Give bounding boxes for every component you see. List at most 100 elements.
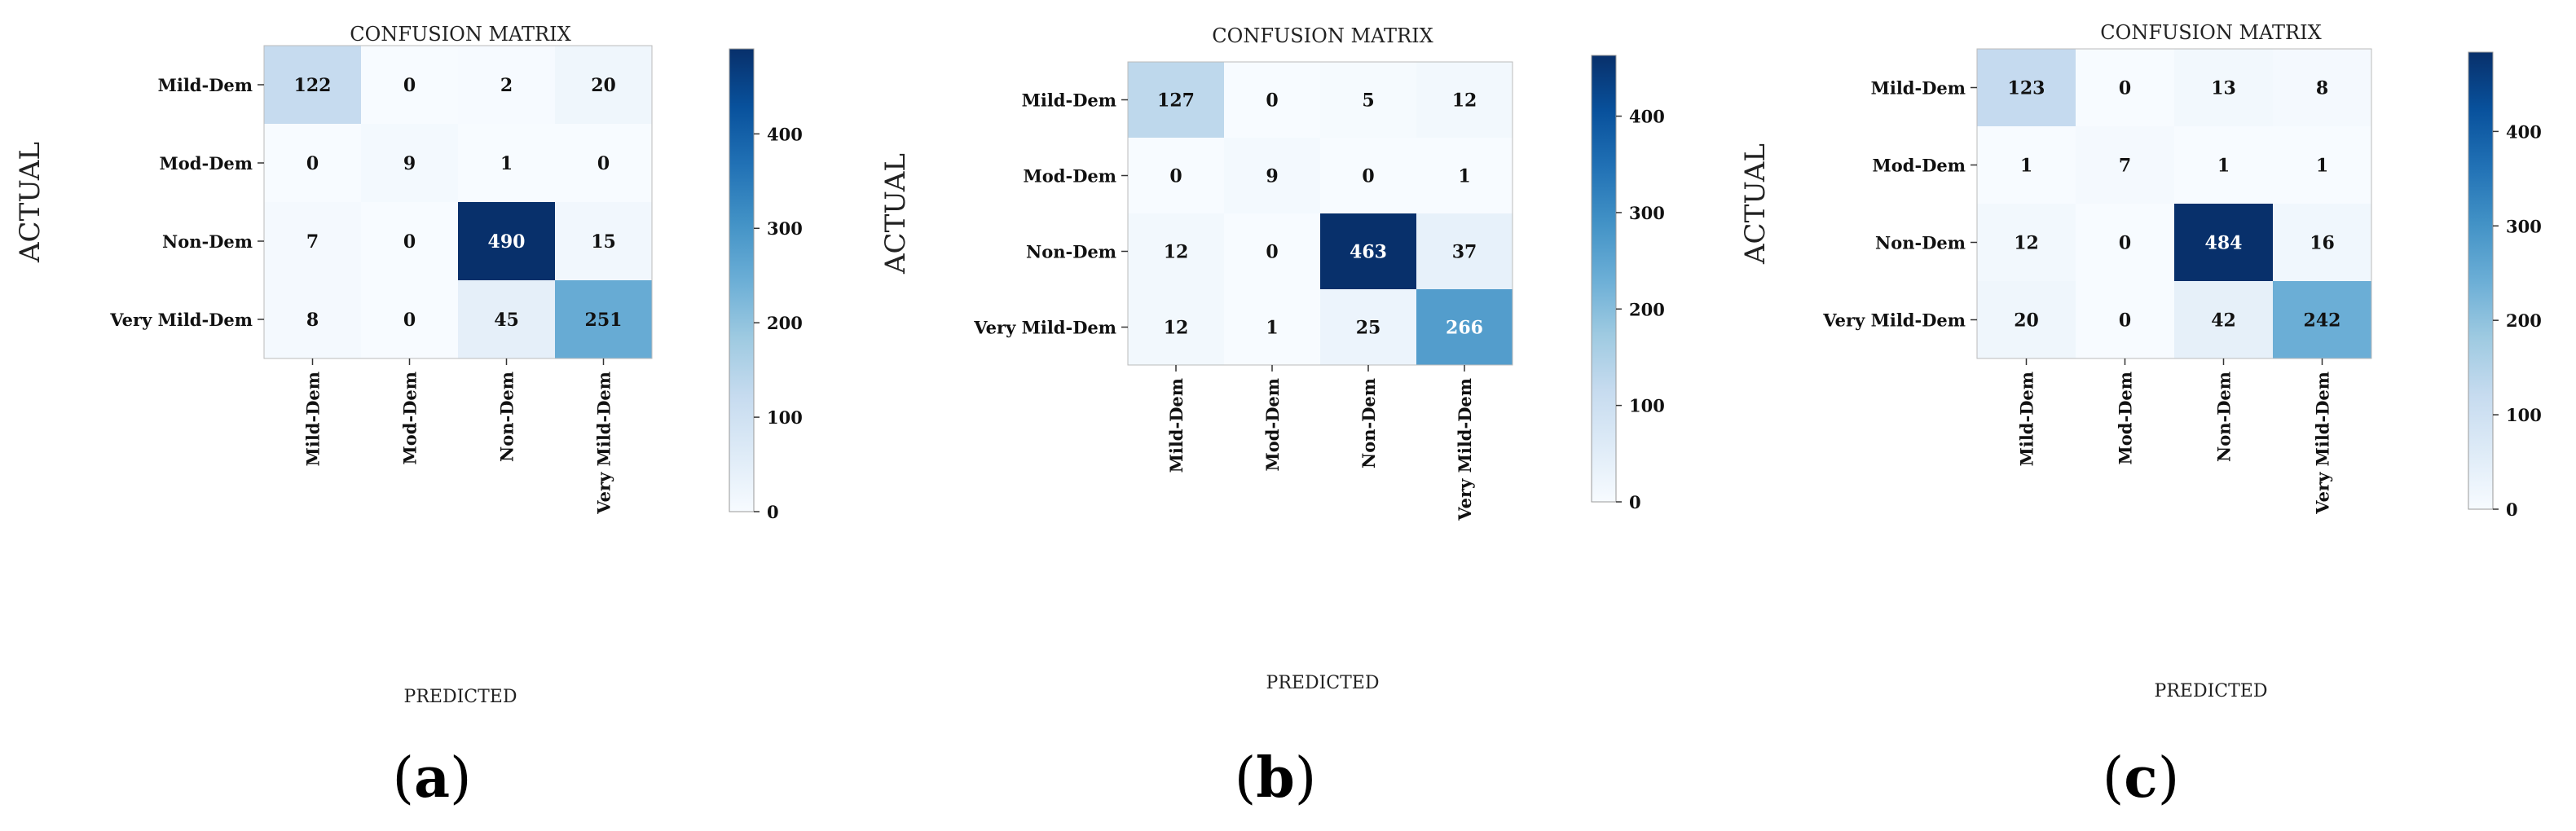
- x-axis-label: PREDICTED: [1266, 673, 1380, 693]
- x-tick-label: Non-Dem: [497, 372, 517, 462]
- matrix-cell: [1977, 204, 2076, 281]
- cell-value-label: 0: [403, 231, 416, 253]
- cell-value-label: 8: [2316, 78, 2328, 99]
- matrix-cell: [458, 202, 555, 280]
- cell-value-label: 0: [306, 153, 319, 174]
- cell-value-label: 12: [1164, 318, 1189, 339]
- matrix-cell: [1128, 213, 1224, 289]
- y-tick-label: Very Mild-Dem: [973, 318, 1116, 338]
- chart-title-2: CONFUSION MATRIX: [1212, 24, 1433, 47]
- cell-value-label: 7: [2119, 156, 2131, 177]
- matrix-cell: [1977, 281, 2076, 358]
- cell-value-label: 0: [2119, 78, 2131, 99]
- colorbar-tick-label: 200: [1629, 299, 1665, 319]
- x-axis-label: PREDICTED: [2155, 681, 2268, 701]
- chart-title-3: CONFUSION MATRIX: [2100, 21, 2321, 44]
- matrix-cell: [2174, 49, 2273, 126]
- matrix-frame: [1976, 48, 2372, 359]
- y-tick-label: Non-Dem: [1026, 242, 1116, 262]
- matrix-cell: [264, 124, 361, 202]
- cell-value-label: 20: [2014, 310, 2039, 332]
- matrix-cell: [1128, 62, 1224, 138]
- matrix-cell: [1320, 289, 1416, 365]
- x-tick-label: Non-Dem: [2214, 372, 2235, 462]
- cell-value-label: 127: [1157, 90, 1195, 112]
- colorbar-tick-label: 0: [767, 502, 779, 522]
- matrix-cell: [361, 46, 458, 124]
- cell-value-label: 463: [1350, 242, 1387, 263]
- cell-value-label: 490: [488, 231, 526, 253]
- cell-value-label: 16: [2310, 233, 2335, 254]
- matrix-cell: [2273, 126, 2371, 204]
- x-tick-label: Very Mild-Dem: [594, 372, 614, 515]
- matrix-cell: [1416, 213, 1513, 289]
- cell-value-label: 12: [2014, 233, 2039, 254]
- matrix-cell: [361, 202, 458, 280]
- matrix-cell: [264, 280, 361, 358]
- matrix-cell: [2174, 204, 2273, 281]
- colorbar-tick-label: 300: [1629, 203, 1665, 223]
- matrix-cell: [2273, 281, 2371, 358]
- cell-value-label: 0: [1362, 166, 1374, 187]
- colorbar-tick-label: 100: [2506, 405, 2542, 425]
- x-tick-label: Non-Dem: [1358, 378, 1379, 468]
- matrix-cell: [458, 124, 555, 202]
- x-tick-label: Mild-Dem: [1166, 378, 1187, 473]
- cell-value-label: 1: [2020, 156, 2032, 177]
- colorbar: [2468, 51, 2494, 510]
- matrix-cell: [2076, 281, 2174, 358]
- cell-value-label: 42: [2211, 310, 2236, 332]
- matrix-cell: [264, 46, 361, 124]
- matrix-cell: [1224, 213, 1320, 289]
- colorbar-tick-label: 100: [1629, 396, 1665, 416]
- cell-value-label: 25: [1356, 318, 1381, 339]
- x-tick-label: Mod-Dem: [400, 372, 421, 464]
- cell-value-label: 5: [1362, 90, 1374, 112]
- matrix-cell: [555, 202, 652, 280]
- colorbar-tick-label: 200: [2506, 310, 2542, 331]
- matrix-cell: [1416, 62, 1513, 138]
- y-tick-label: Mild-Dem: [1022, 90, 1116, 111]
- matrix-cell: [2174, 126, 2273, 204]
- colorbar-tick-label: 0: [1629, 492, 1641, 512]
- cell-value-label: 9: [403, 153, 416, 174]
- colorbar-tick-label: 400: [1629, 107, 1665, 127]
- colorbar: [729, 48, 755, 512]
- cell-value-label: 0: [2119, 310, 2131, 332]
- colorbar-tick-label: 400: [767, 124, 803, 144]
- x-tick-label: Mod-Dem: [1262, 378, 1283, 471]
- matrix-cell: [458, 280, 555, 358]
- cell-value-label: 266: [1446, 318, 1483, 339]
- matrix-cell: [2273, 49, 2371, 126]
- cell-value-label: 1: [500, 153, 513, 174]
- x-tick-label: Mod-Dem: [2116, 372, 2136, 464]
- matrix-cell: [458, 46, 555, 124]
- x-axis-label: PREDICTED: [404, 687, 517, 707]
- x-tick-label: Mild-Dem: [2017, 372, 2037, 466]
- y-tick-label: Very Mild-Dem: [109, 310, 253, 330]
- cell-value-label: 0: [1266, 90, 1278, 112]
- cell-value-label: 1: [2217, 156, 2230, 177]
- cell-value-label: 122: [294, 75, 332, 96]
- matrix-cell: [1224, 138, 1320, 213]
- cell-value-label: 12: [1164, 242, 1189, 263]
- matrix-cell: [1416, 138, 1513, 213]
- y-tick-label: Non-Dem: [1875, 233, 1966, 253]
- cell-value-label: 123: [2008, 78, 2045, 99]
- matrix-cell: [2174, 281, 2273, 358]
- y-tick-label: Very Mild-Dem: [1822, 310, 1966, 331]
- matrix-cell: [555, 280, 652, 358]
- cell-value-label: 0: [1266, 242, 1278, 263]
- matrix-cell: [2076, 126, 2174, 204]
- cell-value-label: 1: [2316, 156, 2328, 177]
- cell-value-label: 13: [2211, 78, 2236, 99]
- cell-value-label: 0: [2119, 233, 2131, 254]
- matrix-cell: [1320, 62, 1416, 138]
- matrix-cell: [555, 46, 652, 124]
- matrix-cell: [361, 124, 458, 202]
- y-axis-label: ACTUAL: [879, 153, 912, 275]
- y-tick-label: Mod-Dem: [1024, 166, 1116, 187]
- chart-title-1: CONFUSION MATRIX: [350, 23, 570, 46]
- matrix-cell: [1128, 138, 1224, 213]
